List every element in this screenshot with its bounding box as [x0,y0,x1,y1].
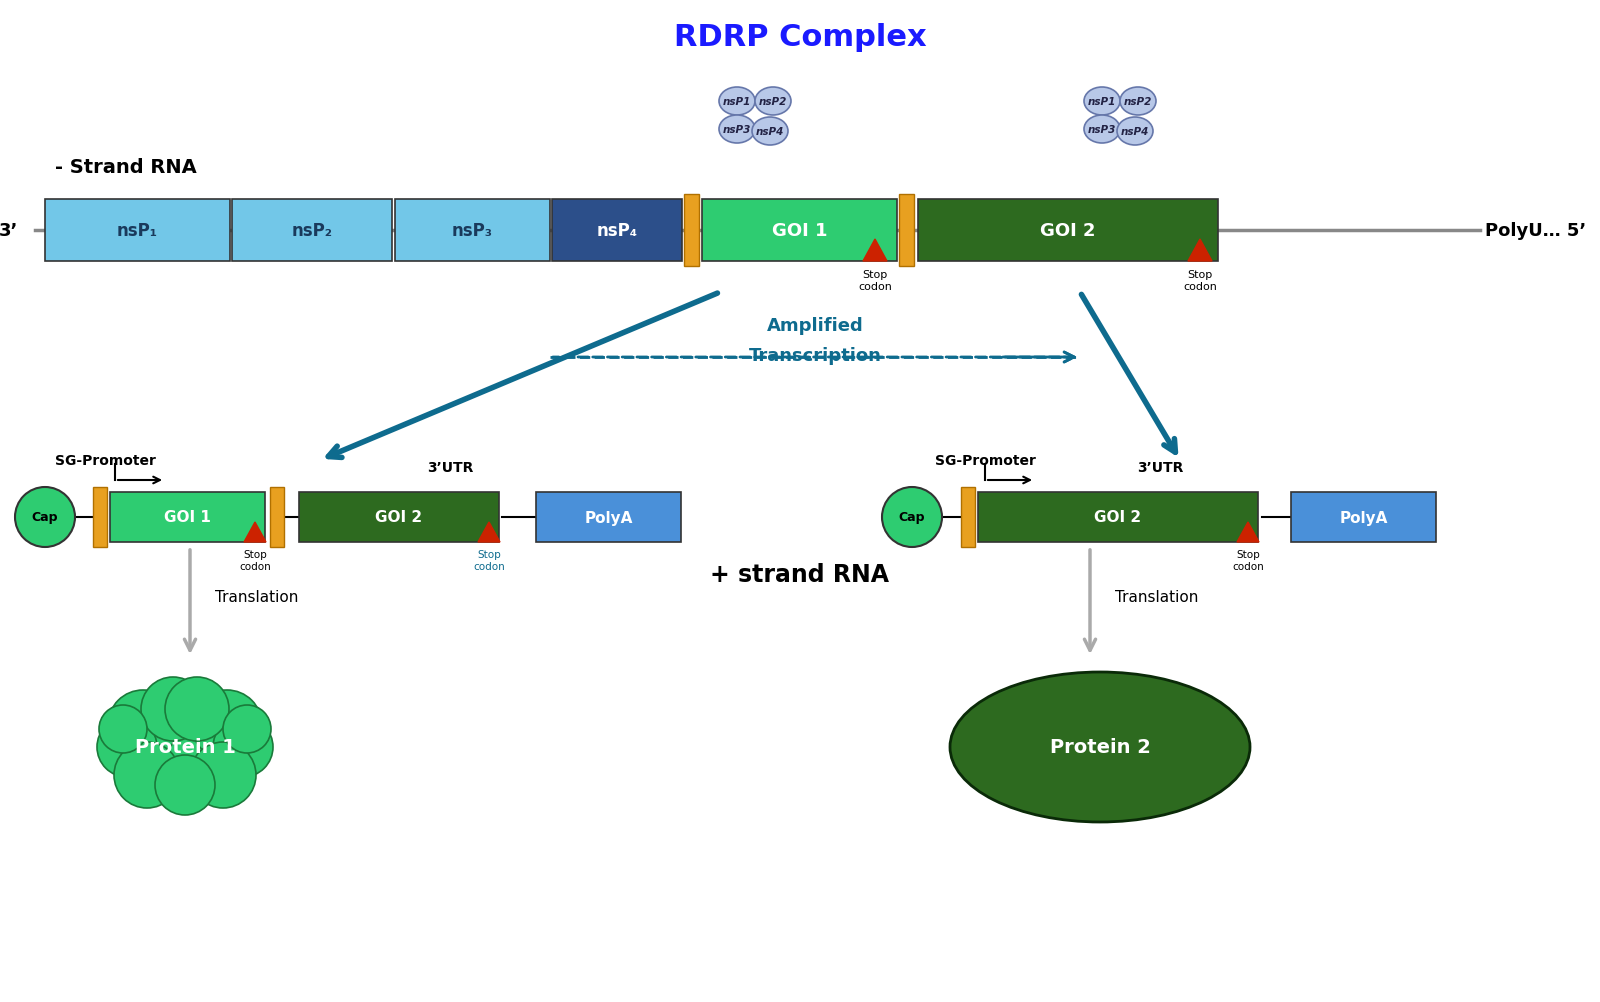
Bar [299,493,499,542]
Text: nsP₂: nsP₂ [291,221,333,239]
Text: PolyA: PolyA [1339,510,1387,525]
Bar [536,493,682,542]
Circle shape [98,717,157,778]
Bar [685,194,699,267]
Text: Stop
codon: Stop codon [858,270,891,292]
Text: nsP2: nsP2 [1123,97,1152,107]
Bar [962,488,974,547]
Text: Cap: Cap [32,511,58,524]
Bar [110,493,266,542]
Text: GOI 2: GOI 2 [1094,510,1141,525]
Text: nsP₄: nsP₄ [597,221,637,239]
Text: nsP₃: nsP₃ [451,221,493,239]
Text: Protein 1: Protein 1 [134,737,235,757]
Circle shape [882,488,942,547]
Text: Stop
codon: Stop codon [474,549,506,571]
Bar [395,199,550,262]
Circle shape [114,742,181,809]
Ellipse shape [1085,88,1120,116]
Ellipse shape [755,88,790,116]
Circle shape [14,488,75,547]
Text: SG-Promoter: SG-Promoter [54,454,155,468]
Text: Stop
codon: Stop codon [238,549,270,571]
Text: + strand RNA: + strand RNA [710,562,890,586]
Circle shape [155,756,214,816]
Text: GOI 1: GOI 1 [165,510,211,525]
Text: 3’UTR: 3’UTR [1138,461,1182,475]
Text: PolyU… 5’: PolyU… 5’ [1485,221,1586,239]
Text: nsP3: nsP3 [1088,125,1117,135]
Text: nsP2: nsP2 [758,97,787,107]
Text: nsP4: nsP4 [755,127,784,137]
Text: GOI 2: GOI 2 [1040,221,1096,239]
Circle shape [165,677,229,741]
Text: nsP₁: nsP₁ [117,221,158,239]
Ellipse shape [752,118,787,146]
Bar [232,199,392,262]
Circle shape [213,717,274,778]
Circle shape [99,705,147,754]
Bar [702,199,898,262]
Polygon shape [243,522,266,542]
Bar [552,199,682,262]
Text: 3’UTR: 3’UTR [427,461,474,475]
Ellipse shape [1085,116,1120,144]
Polygon shape [1237,522,1259,542]
Text: Transcription: Transcription [749,347,882,365]
Text: Stop
codon: Stop codon [1182,270,1218,292]
Circle shape [141,677,205,741]
Text: Translation: Translation [1115,590,1198,605]
Text: Stop
codon: Stop codon [1232,549,1264,571]
Text: nsP4: nsP4 [1122,127,1149,137]
Ellipse shape [1120,88,1155,116]
Text: nsP1: nsP1 [1088,97,1117,107]
Bar [978,493,1258,542]
Text: Translation: Translation [214,590,298,605]
Bar [1291,493,1437,542]
Text: SG-Promoter: SG-Promoter [934,454,1035,468]
Text: Cap: Cap [899,511,925,524]
Bar [45,199,230,262]
Ellipse shape [718,88,755,116]
Ellipse shape [1117,118,1154,146]
Circle shape [109,690,178,761]
Text: GOI 2: GOI 2 [376,510,422,525]
Polygon shape [862,239,886,262]
Polygon shape [478,522,499,542]
Bar [270,488,285,547]
Text: - Strand RNA: - Strand RNA [54,158,197,177]
Ellipse shape [950,672,1250,823]
Text: GOI 1: GOI 1 [771,221,827,239]
Text: 3’: 3’ [0,221,18,239]
Bar [93,488,107,547]
Circle shape [190,742,256,809]
Polygon shape [1187,239,1213,262]
Text: RDRP Complex: RDRP Complex [674,23,926,52]
Text: PolyA: PolyA [584,510,632,525]
Bar [918,199,1218,262]
Text: nsP1: nsP1 [723,97,750,107]
Circle shape [192,690,262,761]
Circle shape [133,695,237,800]
Bar [899,194,914,267]
Circle shape [222,705,270,754]
Text: Amplified: Amplified [766,317,864,335]
Ellipse shape [718,116,755,144]
Text: Protein 2: Protein 2 [1050,737,1150,757]
Text: nsP3: nsP3 [723,125,750,135]
